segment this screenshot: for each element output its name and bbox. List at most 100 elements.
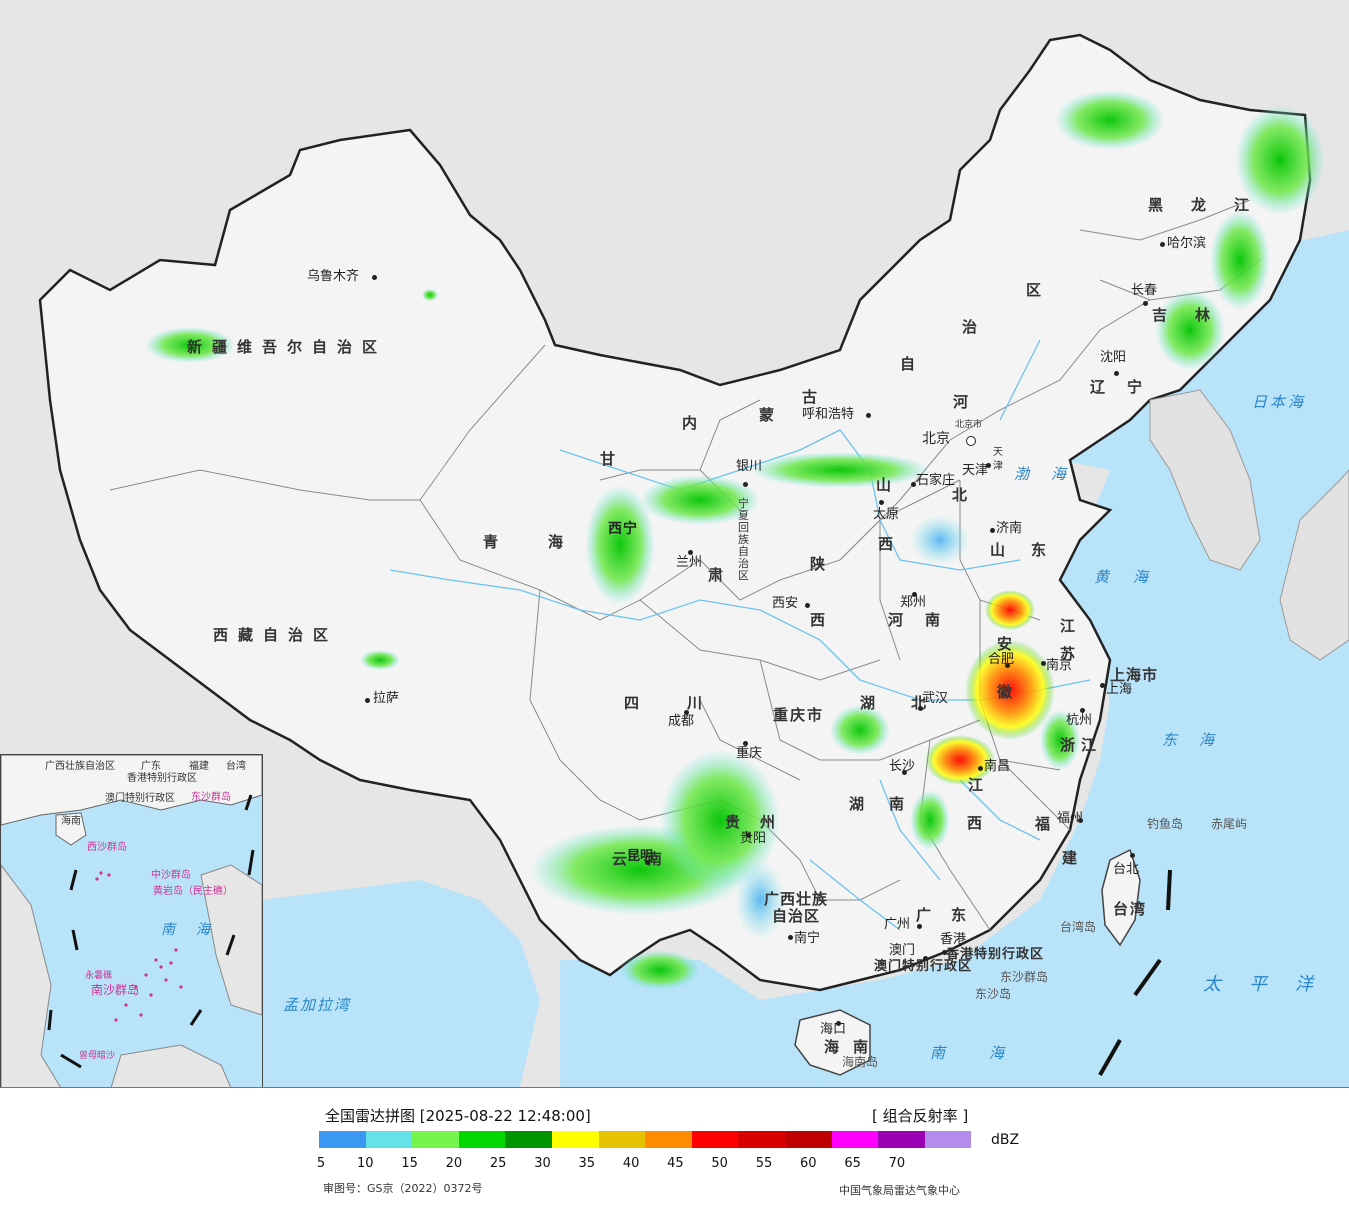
region-label-shanxi-xi: 西 (878, 535, 904, 553)
color-scale-tick: 50 (711, 1156, 728, 1171)
region-label-fujian-fu: 福 (1035, 815, 1061, 833)
city-label-changchun[interactable]: 长春 (1131, 283, 1158, 298)
city-label-hongkong[interactable]: 香港 (940, 932, 967, 947)
city-label-hangzhou[interactable]: 杭州 (1066, 713, 1093, 728)
city-label-kunming[interactable]: 昆明 (627, 849, 654, 864)
city-dot-haikou (836, 1021, 841, 1026)
region-label-guangdong: 广东 (916, 906, 987, 924)
city-label-macau[interactable]: 澳门 (889, 943, 916, 958)
legend-product: [ 组合反射率 ] (872, 1107, 969, 1125)
korea-peninsula (1149, 389, 1261, 571)
region-label-hk-sar: 香港特别行政区 (946, 947, 1045, 962)
region-label-guangxi-1: 广西壮族 (764, 890, 829, 908)
color-scale-tick: 70 (888, 1156, 906, 1171)
city-label-lhasa[interactable]: 拉萨 (373, 691, 400, 706)
color-scale-tick: 45 (667, 1156, 684, 1171)
region-label-jiangxi-jiang: 江 (968, 776, 994, 794)
city-label-xian[interactable]: 西安 (772, 596, 799, 611)
city-label-hefei[interactable]: 合肥 (988, 652, 1015, 667)
region-label-jiangsu: 江苏 (1060, 617, 1076, 663)
color-swatch (784, 1131, 832, 1148)
sea-label-bohai: 渤海 (1014, 465, 1089, 483)
city-label-jinan[interactable]: 济南 (996, 521, 1023, 536)
island-label-dongsha-island: 东沙岛 (975, 987, 1012, 1001)
color-scale-tick: 15 (401, 1156, 418, 1171)
city-dot-taiyuan (879, 500, 884, 505)
inset-label-zhongsha: 中沙群岛 (151, 870, 191, 881)
region-label-anhui-hui: 徽 (997, 683, 1023, 701)
sea-label-pacific: 太平洋 (1203, 974, 1341, 995)
region-label-sichuan: 四川 (624, 694, 751, 712)
city-label-shenyang[interactable]: 沈阳 (1100, 350, 1127, 365)
map-area[interactable]: 新疆维吾尔自治区 西藏自治区 青海 甘 肃 四川 云南 贵州 重庆市 内 蒙 古… (0, 0, 1349, 1088)
city-dot-hangzhou (1080, 708, 1085, 713)
city-label-nanning[interactable]: 南宁 (794, 931, 821, 946)
color-swatch (598, 1131, 646, 1148)
city-label-lanzhou[interactable]: 兰州 (676, 555, 703, 570)
approval-number: 审图号：GS京（2022）0372号 (323, 1182, 483, 1195)
color-swatch (878, 1131, 925, 1148)
region-label-jilin: 吉林 (1152, 306, 1239, 324)
region-label-nmg-nei: 内 (682, 414, 708, 432)
city-dot-fuzhou (1078, 818, 1083, 823)
maritime-boundary (1098, 869, 1172, 1076)
inset-label-guangdong: 广东 (141, 761, 161, 772)
city-label-harbin[interactable]: 哈尔滨 (1167, 236, 1207, 251)
city-label-fuzhou[interactable]: 福州 (1057, 811, 1084, 826)
city-label-yinchuan[interactable]: 银川 (736, 459, 763, 474)
city-label-hohhot[interactable]: 呼和浩特 (802, 407, 855, 422)
color-scale-bar (319, 1131, 972, 1148)
city-label-zhengzhou[interactable]: 郑州 (900, 595, 927, 610)
city-label-guangzhou[interactable]: 广州 (884, 917, 911, 932)
city-dot-wuhan (918, 706, 923, 711)
region-label-guizhou: 贵州 (725, 813, 796, 831)
inset-label-zengmu: 曾母暗沙 (79, 1051, 116, 1061)
city-dot-shijiazhuang (911, 482, 916, 487)
region-label-anhui-an: 安 (997, 635, 1023, 653)
region-label-xizang: 西藏自治区 (213, 626, 339, 644)
city-label-beijing[interactable]: 北京 (922, 431, 950, 447)
city-label-nanchang[interactable]: 南昌 (984, 759, 1011, 774)
region-label-xinjiang: 新疆维吾尔自治区 (187, 338, 388, 356)
city-label-taipei[interactable]: 台北 (1113, 862, 1140, 877)
city-dot-zhengzhou (912, 592, 917, 597)
region-label-shaanxi-xi: 西 (810, 611, 836, 629)
city-dot-chongqing (743, 741, 748, 746)
city-label-shanghai[interactable]: 上海 (1106, 682, 1133, 697)
city-dot-nanchang (978, 766, 983, 771)
city-dot-taipei (1130, 853, 1135, 858)
color-scale-tick: 60 (800, 1156, 817, 1171)
city-dot-xian (805, 603, 810, 608)
data-source: 中国气象局雷达气象中心 (839, 1184, 960, 1197)
city-label-nanjing[interactable]: 南京 (1046, 658, 1073, 673)
inset-label-dongsha: 东沙群岛 (191, 792, 231, 803)
city-label-haikou[interactable]: 海口 (820, 1022, 847, 1037)
city-dot-hefei (1005, 663, 1010, 668)
city-label-changsha[interactable]: 长沙 (889, 759, 916, 774)
inset-label-huangyan: 黄岩岛（民主礁） (153, 886, 233, 897)
inset-label-hk: 香港特别行政区 (127, 773, 197, 784)
legend-unit: dBZ (991, 1132, 1020, 1148)
inset-label-taiwan: 台湾 (226, 761, 246, 772)
japan-sea (1180, 240, 1349, 500)
city-label-shijiazhuang[interactable]: 石家庄 (916, 473, 956, 488)
inset-label-hainan: 海南 (61, 816, 81, 827)
color-swatch (645, 1131, 692, 1148)
city-label-wuhan[interactable]: 武汉 (922, 691, 949, 706)
city-label-chengdu[interactable]: 成都 (668, 714, 695, 729)
inset-label-sea-nan: 南 (161, 922, 175, 938)
city-dot-macau (923, 956, 928, 961)
color-swatch (319, 1131, 366, 1148)
city-label-urumqi[interactable]: 乌鲁木齐 (307, 269, 360, 284)
sea-label-japan: 日本海 (1252, 393, 1307, 411)
city-label-tianjin[interactable]: 天津 (962, 463, 989, 478)
base-map (38, 33, 1349, 1087)
color-scale-tick: 5 (316, 1156, 326, 1171)
city-label-chongqing[interactable]: 重庆 (736, 746, 763, 761)
color-scale-tick: 55 (755, 1156, 773, 1171)
inset-label-sea-hai: 海 (196, 922, 210, 938)
city-label-xining[interactable]: 西宁 (608, 521, 638, 537)
city-label-guiyang[interactable]: 贵阳 (740, 831, 767, 846)
city-label-taiyuan[interactable]: 太原 (873, 507, 900, 522)
